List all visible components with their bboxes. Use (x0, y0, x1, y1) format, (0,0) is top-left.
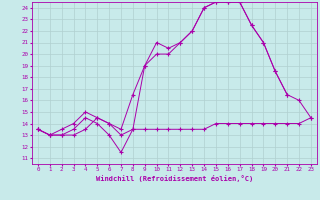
X-axis label: Windchill (Refroidissement éolien,°C): Windchill (Refroidissement éolien,°C) (96, 175, 253, 182)
